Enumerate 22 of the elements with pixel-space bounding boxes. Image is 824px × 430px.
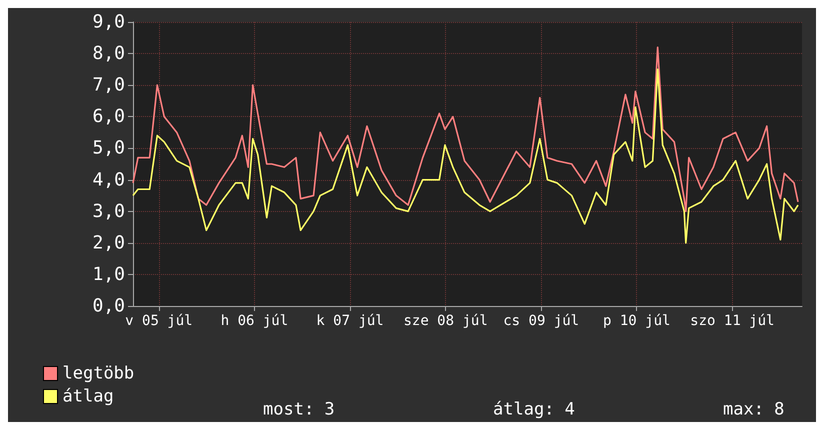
y-tick-label: 3,0 (92, 200, 125, 222)
text: átlag: 4 (493, 400, 575, 420)
text: max: 8 (723, 400, 784, 420)
y-tick-label: 4,0 (92, 169, 125, 190)
legend-label: átlag (62, 386, 114, 406)
x-tick-label: cs 09 júl (503, 313, 580, 329)
x-tick-label: k 07 júl (316, 313, 384, 329)
y-tick-label: 9,0 (92, 12, 125, 32)
y-tick-label: 5,0 (92, 138, 125, 159)
y-tick-label: 2,0 (92, 232, 125, 254)
y-tick-label: 6,0 (92, 106, 125, 128)
x-tick-label: p 10 júl (603, 313, 670, 329)
x-tick-label: h 06 júl (220, 313, 288, 329)
x-tick-label: v 05 júl (125, 313, 193, 329)
y-tick-label: 7,0 (92, 74, 125, 96)
x-tick-label: sze 08 júl (403, 313, 488, 329)
y-tick-label: 0,0 (92, 296, 125, 316)
text: most: 3 (263, 400, 335, 420)
y-tick-label: 8,0 (92, 43, 125, 64)
x-tick-label: szo 11 júl (690, 313, 774, 329)
legend-label: legtöbb (62, 364, 134, 384)
y-tick-label: 1,0 (92, 264, 125, 285)
